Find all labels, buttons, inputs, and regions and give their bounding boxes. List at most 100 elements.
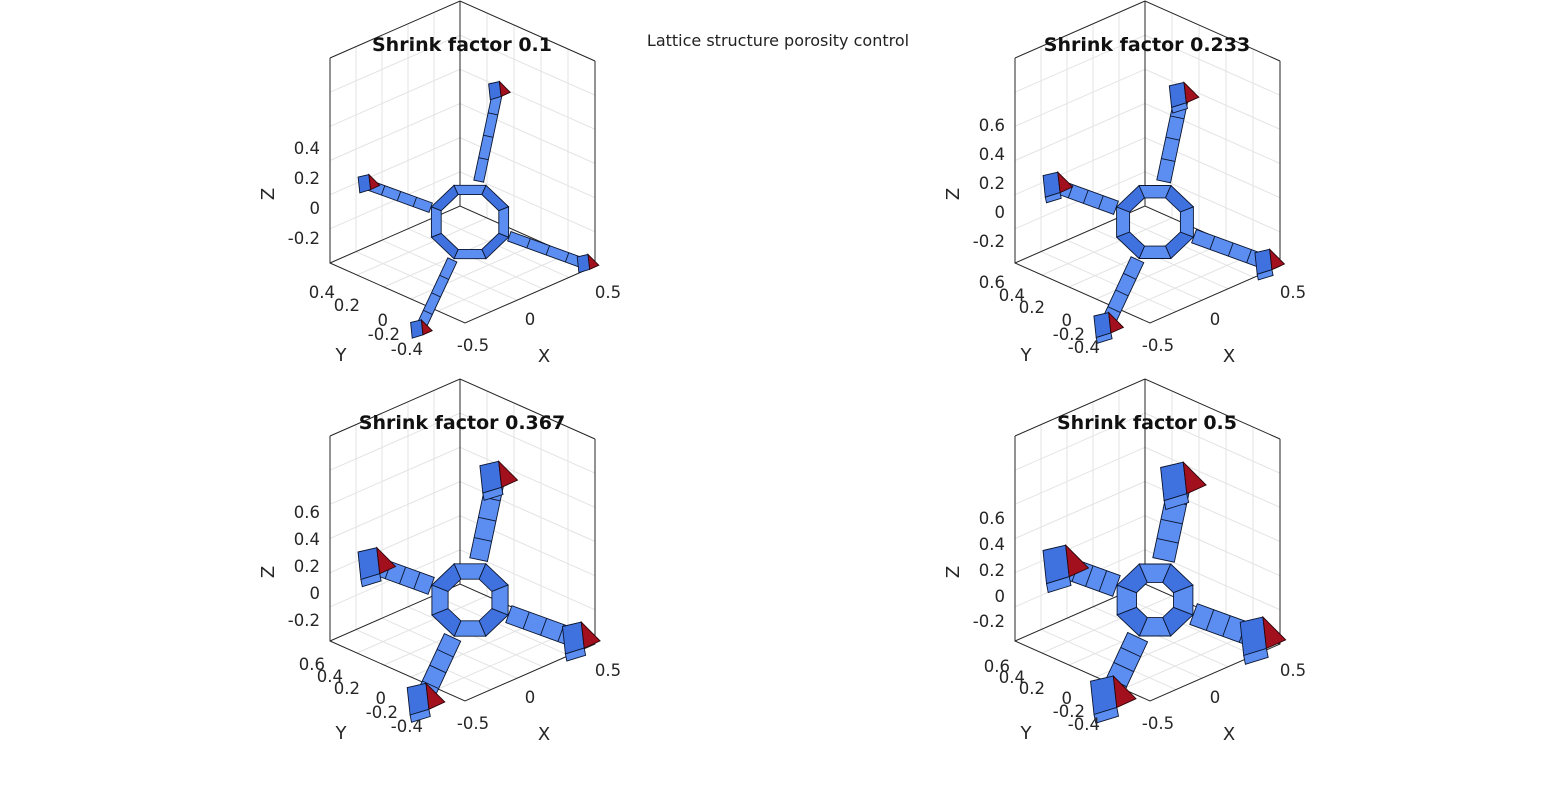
x-tick-label: -0.5 xyxy=(1142,336,1174,355)
strut-edge xyxy=(1170,115,1185,120)
subplot-panels: Shrink factor 0.1-0.200.20.4-0.4-0.200.2… xyxy=(258,0,1306,745)
ring-face xyxy=(1173,584,1194,616)
z-tick-label: -0.2 xyxy=(288,229,320,248)
z-gridline xyxy=(329,480,596,542)
x-tick-label: -0.5 xyxy=(457,714,489,733)
axes-box-front xyxy=(1014,58,1281,324)
node-block-face xyxy=(357,174,372,194)
ring-face xyxy=(1115,231,1146,260)
z-axis-label: Z xyxy=(258,188,279,200)
node-block-face xyxy=(1095,332,1113,344)
strut-edge xyxy=(1098,570,1108,592)
cut-face xyxy=(376,546,397,575)
y-tick-label: 0.4 xyxy=(999,668,1025,687)
cut-face xyxy=(1262,615,1287,650)
y-tick-label: 0.2 xyxy=(1019,679,1045,698)
y-tick-label: 0.2 xyxy=(334,679,360,698)
y-tick-label: 0 xyxy=(376,689,387,708)
x-tick-label: 0.5 xyxy=(1280,661,1306,680)
y-tick-label: -0.2 xyxy=(366,703,398,722)
strut-edge xyxy=(429,664,447,674)
ring-face xyxy=(430,184,459,212)
lattice-surface xyxy=(357,460,601,723)
node-block-face xyxy=(1044,192,1062,204)
z-gridline xyxy=(1014,446,1281,508)
ring-face xyxy=(491,584,509,616)
strut-edge xyxy=(380,185,386,196)
y-tick-label: 0 xyxy=(378,311,389,330)
lattice-surface xyxy=(1042,81,1286,344)
strut-edge xyxy=(1205,609,1215,631)
strut-edge xyxy=(522,611,530,630)
cut-face xyxy=(420,318,433,336)
x-tick-label: 0 xyxy=(525,688,536,707)
node-block-face xyxy=(576,253,591,274)
node-block-face xyxy=(482,486,504,501)
node-block-face xyxy=(1093,706,1120,724)
strut-edge xyxy=(483,134,494,138)
z-tick-label: 0.6 xyxy=(979,509,1005,528)
z-gridline xyxy=(329,68,596,130)
strut-edge xyxy=(1085,565,1094,587)
strut-edge xyxy=(439,274,449,280)
node-block-face xyxy=(1256,269,1274,281)
subplot-2: Shrink factor 0.233-0.200.20.40.6-0.4-0.… xyxy=(943,0,1306,367)
y-axis-label: Y xyxy=(1020,723,1033,744)
cut-face xyxy=(1183,81,1200,104)
node-block-face xyxy=(1243,647,1269,665)
strut-edge xyxy=(1160,518,1183,525)
strut-edge xyxy=(1082,190,1089,204)
subplot-1: Shrink factor 0.1-0.200.20.4-0.4-0.200.2… xyxy=(258,0,621,367)
cut-face xyxy=(1112,674,1137,709)
y-tick-label: -0.2 xyxy=(1053,325,1085,344)
strut-edge xyxy=(1098,195,1104,210)
y-tick-label: 0.4 xyxy=(317,667,343,686)
y-tick-label: -0.2 xyxy=(1053,702,1085,721)
z-tick-label: 0.4 xyxy=(294,530,320,549)
y-axis-label: Y xyxy=(1020,345,1033,366)
y-tick-label: -0.4 xyxy=(1068,715,1100,734)
strut-edge xyxy=(396,191,402,202)
strut-edge xyxy=(413,572,421,590)
strut-edge xyxy=(431,292,441,298)
y-tick-label: 0.6 xyxy=(299,655,325,674)
strut-edge xyxy=(422,680,439,690)
strut-edge xyxy=(540,618,548,636)
y-tick-label: -0.2 xyxy=(368,325,400,344)
strut-edge xyxy=(1222,615,1231,637)
ring-face xyxy=(481,232,510,260)
node-block-face xyxy=(564,647,587,662)
strut-edge xyxy=(412,197,417,207)
z-tick-label: 0 xyxy=(310,584,321,603)
y-tick-label: 0 xyxy=(1062,311,1073,330)
axes-box-front xyxy=(1014,436,1281,702)
node-block-face xyxy=(409,708,431,723)
z-tick-label: 0.2 xyxy=(979,561,1005,580)
z-gridline xyxy=(1014,68,1281,130)
x-axis-label: X xyxy=(538,346,550,367)
subplot-title: Shrink factor 0.1 xyxy=(372,34,552,56)
cut-face xyxy=(1269,248,1286,271)
z-tick-label: 0.6 xyxy=(294,503,320,522)
z-tick-label: 0.4 xyxy=(979,535,1005,554)
figure-title: Lattice structure porosity control xyxy=(647,31,909,50)
strut-edge xyxy=(473,537,492,542)
subplot-title: Shrink factor 0.367 xyxy=(359,412,565,434)
strut-edge xyxy=(1227,242,1234,257)
strut-edge xyxy=(1115,289,1129,297)
y-tick-label: 0.6 xyxy=(984,657,1010,676)
z-tick-label: 0 xyxy=(310,199,321,218)
y-tick-label: 0 xyxy=(1062,689,1073,708)
strut-edge xyxy=(399,566,407,585)
y-tick-label: 0.6 xyxy=(979,273,1005,292)
node-block-face xyxy=(360,573,382,588)
cut-face xyxy=(580,620,601,649)
node-block-face xyxy=(410,319,424,339)
y-tick-label: 0.4 xyxy=(999,286,1025,305)
cut-face xyxy=(368,173,381,191)
node-block-face xyxy=(1045,576,1072,594)
axes-box-front xyxy=(329,436,596,702)
x-axis-label: X xyxy=(538,724,550,745)
z-tick-label: 0 xyxy=(995,203,1006,222)
